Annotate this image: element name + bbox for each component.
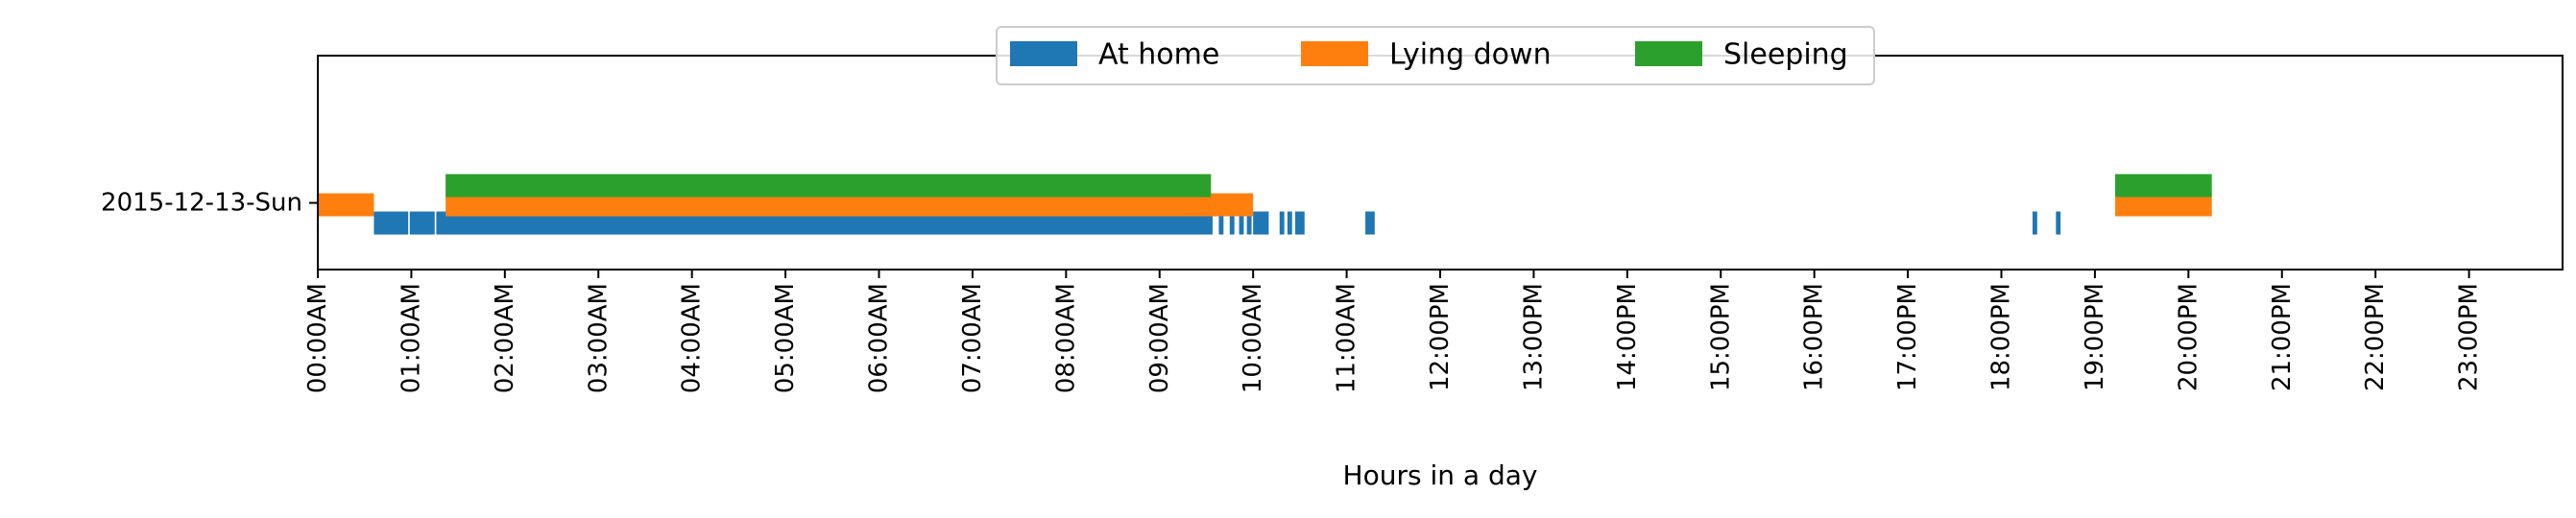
bar-at-home bbox=[1287, 211, 1292, 235]
bar-sleeping bbox=[2115, 174, 2212, 198]
bar-at-home bbox=[373, 211, 409, 235]
x-tick-label: 22:00PM bbox=[2361, 283, 2390, 391]
bar-at-home bbox=[1229, 211, 1235, 235]
y-tick-label: 2015-12-13-Sun bbox=[101, 189, 302, 218]
x-tick-label: 03:00AM bbox=[584, 283, 613, 393]
bar-at-home bbox=[2032, 211, 2037, 235]
bar-at-home bbox=[1246, 211, 1252, 235]
bar-sleeping bbox=[445, 174, 1212, 198]
legend-label: At home bbox=[1098, 38, 1219, 72]
legend: At home Lying down Sleeping bbox=[996, 26, 1875, 85]
legend-swatch bbox=[1635, 41, 1702, 66]
bar-lying-down bbox=[318, 193, 374, 217]
bar-at-home bbox=[1365, 211, 1375, 235]
x-tick-label: 12:00PM bbox=[1426, 283, 1455, 391]
x-tick-label: 18:00PM bbox=[1987, 283, 2016, 391]
x-tick-label: 11:00AM bbox=[1333, 283, 1361, 393]
x-tick-label: 16:00PM bbox=[1800, 283, 1829, 391]
x-tick-label: 14:00PM bbox=[1613, 283, 1642, 391]
x-axis: 00:00AM 01:00AM 02:00AM 03:00AM 04:00AM 05:00… bbox=[303, 270, 2484, 393]
y-axis: 2015-12-13-Sun bbox=[101, 189, 318, 218]
x-tick-label: 06:00AM bbox=[865, 283, 894, 393]
x-tick-label: 20:00PM bbox=[2174, 283, 2203, 391]
x-tick-label: 05:00AM bbox=[771, 283, 800, 393]
x-tick-label: 21:00PM bbox=[2268, 283, 2297, 391]
bar-at-home bbox=[1253, 211, 1269, 235]
bar-at-home bbox=[1218, 211, 1224, 235]
bar-at-home bbox=[2056, 211, 2061, 235]
bar-at-home bbox=[1239, 211, 1244, 235]
x-tick-label: 02:00AM bbox=[491, 283, 519, 393]
x-tick-label: 19:00PM bbox=[2081, 283, 2109, 391]
x-tick-label: 00:00AM bbox=[303, 283, 332, 393]
legend-label: Sleeping bbox=[1723, 38, 1848, 72]
legend-swatch bbox=[1301, 41, 1368, 66]
x-tick-label: 09:00AM bbox=[1145, 283, 1174, 393]
x-tick-label: 15:00PM bbox=[1706, 283, 1735, 391]
legend-swatch bbox=[1010, 41, 1077, 66]
plot-frame bbox=[317, 55, 2564, 271]
x-tick-label: 23:00PM bbox=[2455, 283, 2484, 391]
x-tick-label: 17:00PM bbox=[1893, 283, 1922, 391]
x-tick-label: 01:00AM bbox=[397, 283, 425, 393]
x-tick-label: 04:00AM bbox=[678, 283, 707, 393]
bars-layer bbox=[318, 174, 2212, 235]
bar-at-home bbox=[409, 211, 435, 235]
x-tick-label: 08:00AM bbox=[1051, 283, 1080, 393]
x-tick-label: 10:00AM bbox=[1239, 283, 1267, 393]
x-tick-label: 07:00AM bbox=[958, 283, 987, 393]
bar-at-home bbox=[1295, 211, 1305, 235]
x-tick-label: 13:00PM bbox=[1519, 283, 1548, 391]
x-axis-title: Hours in a day bbox=[1343, 459, 1538, 491]
legend-label: Lying down bbox=[1389, 38, 1552, 72]
bar-at-home bbox=[1279, 211, 1285, 235]
